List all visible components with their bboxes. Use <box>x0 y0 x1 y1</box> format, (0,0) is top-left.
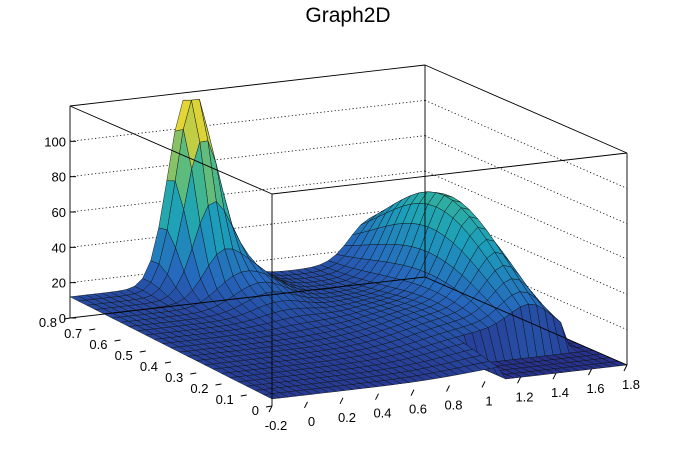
y-tick <box>164 361 172 364</box>
x-tick-label: 1 <box>485 393 492 408</box>
x-tick-label: 0.2 <box>338 410 356 425</box>
x-tick <box>623 364 628 372</box>
y-tick <box>215 383 222 386</box>
x-tick-label: 0.8 <box>444 398 462 413</box>
y-tick-label: 0.8 <box>39 315 57 330</box>
frame-edge <box>424 64 628 154</box>
y-tick <box>114 339 121 342</box>
chart-title: Graph2D <box>305 4 391 27</box>
x-tick <box>481 381 486 388</box>
y-tick-label: 0.4 <box>140 359 158 374</box>
grid-line-back <box>69 170 426 213</box>
frame-edge <box>69 105 273 195</box>
x-tick <box>446 385 450 392</box>
x-tick-label: 0.6 <box>409 402 427 417</box>
grid-line-right <box>424 135 628 225</box>
y-tick-label: 0.1 <box>216 392 234 407</box>
x-tick <box>410 389 415 396</box>
x-tick <box>268 405 273 413</box>
y-tick-label: 0.3 <box>165 370 183 385</box>
x-tick-label: 1.6 <box>586 381 604 396</box>
x-tick-label: -0.2 <box>265 418 287 433</box>
frame-edge <box>271 152 628 195</box>
x-tick <box>304 401 308 409</box>
grid-line-back <box>69 135 426 178</box>
x-tick-label: 1.2 <box>515 389 533 404</box>
y-tick-label: 0 <box>252 403 259 418</box>
x-tick <box>375 393 379 400</box>
y-tick <box>63 317 71 320</box>
surface-mesh <box>69 98 628 400</box>
x-tick-label: 1.8 <box>622 377 640 392</box>
y-tick <box>139 350 146 353</box>
frame-edge <box>424 276 628 366</box>
y-tick <box>265 405 273 408</box>
frame-edge <box>69 64 426 107</box>
x-tick <box>339 397 344 405</box>
y-tick <box>240 394 247 397</box>
x-tick <box>588 368 592 376</box>
x-tick-label: 1.4 <box>551 385 569 400</box>
x-tick <box>552 372 557 380</box>
x-tick-label: 0.4 <box>373 406 391 421</box>
z-tick-label: 100 <box>44 134 66 149</box>
axes: 0 20 40 60 80 100 -0.2 0 0.2 0.4 0.6 0.8 1 1.2 1.4 1.6 1… <box>39 134 640 433</box>
y-tick-label: 0.7 <box>64 326 82 341</box>
z-tick-label: 80 <box>52 170 66 185</box>
y-tick <box>89 328 96 331</box>
y-tick-label: 0.5 <box>115 348 133 363</box>
grid-line-back <box>69 99 426 142</box>
grid-line-right <box>424 170 628 260</box>
z-tick-label: 20 <box>52 276 66 291</box>
z-tick-label: 0 <box>59 311 66 326</box>
grid-line-right <box>424 99 628 189</box>
y-tick <box>190 372 197 375</box>
y-tick-label: 0.2 <box>190 381 208 396</box>
x-tick <box>517 377 521 384</box>
y-tick-label: 0.6 <box>89 337 107 352</box>
z-tick-label: 40 <box>52 240 66 255</box>
frame-edge <box>69 276 426 319</box>
x-tick-label: 0 <box>308 414 315 429</box>
z-tick-label: 60 <box>52 205 66 220</box>
